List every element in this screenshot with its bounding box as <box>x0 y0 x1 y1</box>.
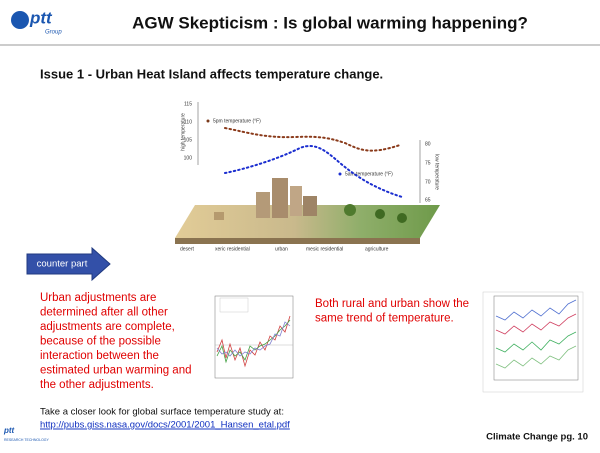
series-line <box>216 319 291 364</box>
tick-label: 100 <box>184 155 193 161</box>
5am-curve <box>224 144 403 198</box>
legend-dot <box>206 119 210 123</box>
link-text[interactable]: http://pubs.giss.nasa.gov/docs/2001/2001… <box>40 420 290 431</box>
tree <box>397 213 407 223</box>
building <box>272 178 288 218</box>
tick-label: 75 <box>425 160 431 166</box>
legend-dot <box>338 172 342 176</box>
subtitle: Issue 1 - Urban Heat Island affects temp… <box>40 66 383 81</box>
zone-label: mesic residential <box>306 246 343 252</box>
page-number: Climate Change pg. 10 <box>486 432 588 443</box>
legend-label: 5pm temperature (°F) <box>213 118 261 124</box>
ground <box>175 205 440 238</box>
tick-label: 110 <box>184 119 192 125</box>
left-text-line: determined after all other <box>40 307 168 319</box>
left-text: Urban adjustments are determined after al… <box>40 292 192 391</box>
heat-island-figure: 115 110 105 100 high temperature 80 75 7… <box>175 101 440 252</box>
chart-legend <box>219 297 249 313</box>
global-temperature-chart <box>200 290 300 390</box>
left-text-line: interaction between the <box>40 350 159 362</box>
series-line <box>216 321 291 357</box>
series-line <box>495 345 577 369</box>
footer-logo: ptt <box>3 426 15 435</box>
counter-part-arrow: counter part <box>26 246 111 282</box>
left-text-line: Urban adjustments are <box>40 292 156 304</box>
left-text-line: the other adjustments. <box>40 379 154 391</box>
logo-mark <box>11 11 29 29</box>
tick-label: 65 <box>425 197 431 203</box>
zone-label: xeric residential <box>215 246 250 252</box>
left-text-line: adjustments are complete, <box>40 321 175 333</box>
right-text-line: Both rural and urban show the <box>315 298 469 310</box>
ground-edge <box>175 238 420 244</box>
chart-bg <box>200 290 300 390</box>
building <box>290 186 302 216</box>
chart-bg <box>482 291 584 393</box>
slide-title: AGW Skepticism : Is global warming happe… <box>132 13 528 32</box>
left-text-line: estimated urban warming and <box>40 365 192 377</box>
footer: ptt RESEARCH TECHNOLOGY Climate Change p… <box>3 426 588 442</box>
study-link[interactable]: http://pubs.giss.nasa.gov/docs/2001/2001… <box>40 420 290 431</box>
zone-label: desert <box>180 246 195 252</box>
tick-label: 105 <box>184 137 193 143</box>
right-text-line: same trend of temperature. <box>315 313 454 325</box>
tree <box>344 204 356 216</box>
header: ptt Group AGW Skepticism : Is global war… <box>0 8 600 46</box>
zone-label: agriculture <box>365 246 389 252</box>
zone-label: urban <box>275 246 288 252</box>
series-line <box>495 331 577 353</box>
series-line <box>495 313 577 335</box>
tree <box>375 209 385 219</box>
tick-label: 70 <box>425 179 431 185</box>
left-text-line: because of the possible <box>40 336 161 348</box>
arrow-label: counter part <box>37 259 88 270</box>
house <box>214 212 224 220</box>
5pm-curve <box>224 127 401 152</box>
series-line <box>495 299 577 321</box>
building <box>256 192 270 218</box>
note: Take a closer look for global surface te… <box>40 407 284 418</box>
chart-frame <box>493 295 579 381</box>
rural-urban-chart <box>482 291 584 393</box>
logo: ptt <box>29 8 53 27</box>
axis-label: low temperature <box>434 154 440 190</box>
arrow-shape <box>26 246 111 282</box>
footer-logo-sub: RESEARCH TECHNOLOGY <box>4 438 50 442</box>
tick-label: 80 <box>425 141 431 147</box>
tick-label: 115 <box>184 101 192 107</box>
chart-frame <box>214 295 294 379</box>
logo-sub: Group <box>45 30 62 36</box>
building <box>303 196 317 216</box>
right-text: Both rural and urban show the same trend … <box>315 298 469 325</box>
axis-label: high temperature <box>180 113 186 151</box>
legend-label: 5am temperature (°F) <box>345 171 393 177</box>
